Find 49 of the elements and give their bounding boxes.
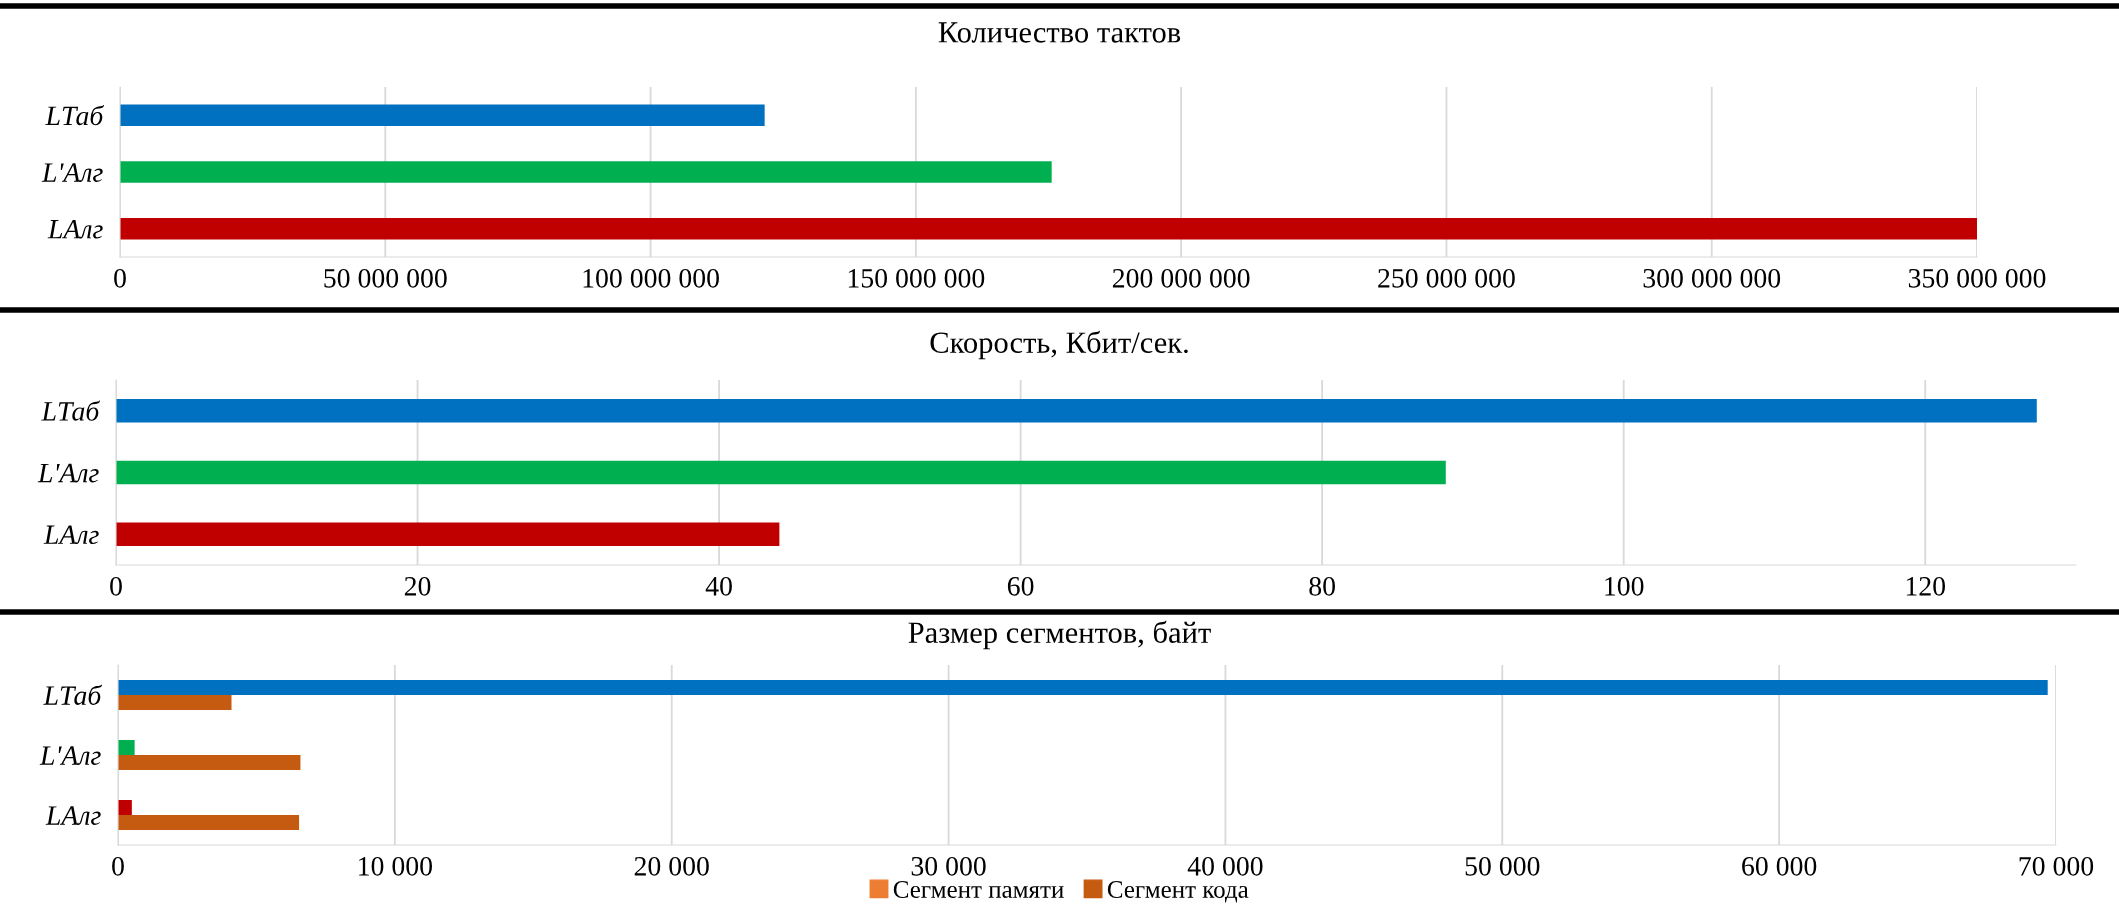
y-tick-label: L'Алг [37, 463, 99, 483]
x-tick-label: 60 [1007, 576, 1034, 596]
bar [118, 680, 2048, 695]
x-tick-label: 80 [1309, 576, 1335, 596]
bar [120, 161, 1052, 183]
x-tick-label: 50 000 000 [324, 268, 447, 288]
bar [118, 740, 135, 755]
legend-label: Сегмент кода [1107, 881, 1249, 903]
x-tick-label: 120 [1906, 576, 1946, 596]
chart-title: Количество тактов [938, 22, 1181, 43]
x-tick-label: 40 000 [1187, 856, 1263, 876]
bar [116, 399, 2037, 423]
chart-title: Размер сегментов, байт [908, 620, 1211, 650]
bar [116, 522, 780, 546]
x-tick-label: 300 000 000 [1643, 268, 1781, 288]
x-tick-label: 10 000 [359, 856, 432, 876]
y-tick-label: LАлг [45, 806, 101, 825]
x-tick-label: 70 000 [2019, 856, 2094, 876]
y-tick-label: L'Алг [41, 163, 103, 182]
x-tick-label: 200 000 000 [1112, 268, 1250, 288]
bar [118, 815, 300, 830]
bar [118, 800, 132, 815]
x-tick-label: 0 [112, 856, 124, 876]
x-tick-label: 20 000 [634, 856, 709, 876]
bar [118, 755, 301, 770]
bar [116, 460, 1446, 485]
x-tick-label: 60 000 [1742, 856, 1817, 876]
y-tick-label: L'Алг [39, 746, 101, 765]
x-tick-label: 0 [114, 268, 126, 288]
text: Сегмент памяти [893, 881, 1064, 898]
x-tick-label: 150 000 000 [848, 268, 985, 288]
chart-title: Скорость, Кбит/сек. [930, 330, 1188, 360]
x-tick-label: 250 000 000 [1378, 268, 1515, 288]
x-tick-label: 20 [404, 576, 431, 596]
y-tick-label: LТаб [41, 400, 101, 421]
y-tick-label: LАлг [47, 219, 103, 239]
y-tick-label: LАлг [43, 525, 99, 545]
x-tick-label: 40 [705, 576, 732, 596]
bar [118, 695, 232, 710]
x-tick-label: 100 000 000 [583, 268, 719, 288]
bar [120, 217, 1977, 240]
y-tick-label: LТаб [43, 684, 103, 705]
x-tick-label: 50 000 [1465, 856, 1540, 876]
y-tick-label: LТаб [45, 105, 105, 126]
x-tick-label: 100 [1605, 576, 1644, 596]
x-tick-label: 30 000 [911, 856, 986, 876]
x-tick-label: 0 [110, 576, 122, 596]
x-tick-label: 350 000 000 [1908, 268, 2046, 288]
bar [120, 104, 765, 127]
